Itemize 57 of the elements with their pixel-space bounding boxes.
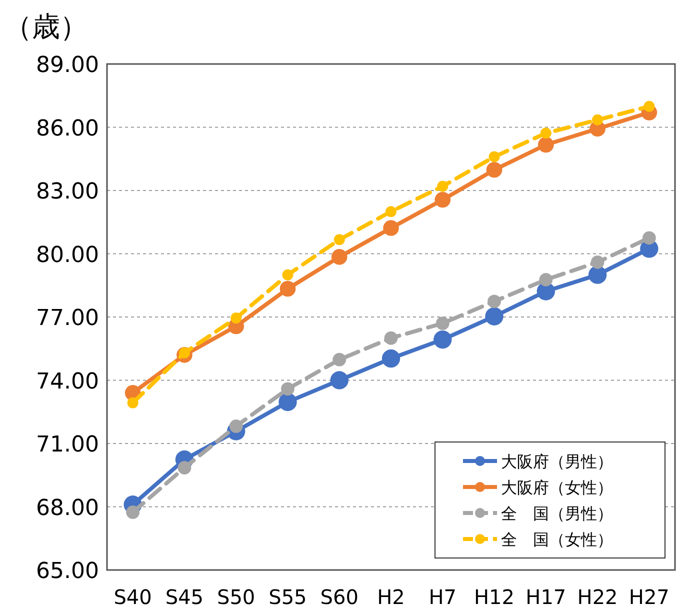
point — [488, 294, 501, 308]
point — [282, 269, 294, 280]
x-tick-label: S40 — [114, 585, 152, 609]
point — [334, 234, 345, 246]
y-tick-label: 71.00 — [36, 432, 99, 458]
point — [642, 231, 656, 245]
x-tick-label: H2 — [377, 585, 405, 609]
point — [540, 128, 552, 139]
point — [488, 151, 500, 162]
y-tick-label: 65.00 — [36, 559, 99, 584]
point — [538, 136, 554, 153]
point — [332, 352, 346, 366]
point — [588, 266, 607, 284]
point — [434, 192, 451, 208]
x-tick-label: H7 — [428, 585, 457, 609]
y-tick-label: 89.00 — [36, 53, 99, 78]
y-axis-title: （歳） — [4, 10, 88, 43]
legend-label: 大阪府（男性） — [501, 452, 613, 471]
y-tick-label: 77.00 — [36, 306, 99, 331]
x-tick-label: H22 — [577, 585, 618, 609]
y-tick-label: 68.00 — [36, 496, 99, 521]
point — [230, 312, 242, 324]
point — [127, 397, 138, 408]
y-tick-label: 74.00 — [36, 369, 99, 394]
point — [434, 330, 452, 349]
point — [592, 114, 604, 126]
x-tick-label: S50 — [217, 585, 256, 609]
point — [126, 506, 140, 519]
point — [386, 206, 396, 218]
point — [331, 249, 348, 265]
point — [485, 307, 504, 326]
x-tick-label: S45 — [165, 585, 204, 609]
y-tick-label: 83.00 — [36, 180, 99, 204]
point — [280, 280, 296, 297]
point — [383, 220, 399, 236]
point — [644, 100, 655, 112]
point — [281, 382, 294, 396]
legend-label: 全 国（男性） — [501, 504, 613, 523]
x-tick-label: S55 — [268, 585, 307, 609]
legend-label: 大阪府（女性） — [501, 478, 613, 497]
point — [384, 331, 398, 345]
point — [486, 162, 502, 178]
x-tick-label: H27 — [628, 585, 670, 609]
point — [590, 255, 604, 269]
point — [539, 272, 553, 286]
y-tick-label: 80.00 — [36, 242, 99, 268]
x-tick-label: H12 — [474, 585, 515, 609]
point — [436, 316, 450, 330]
point — [330, 371, 348, 390]
x-tick-label: S60 — [320, 585, 358, 609]
point — [278, 392, 297, 412]
point — [382, 349, 400, 368]
legend-label: 全 国（女性） — [501, 530, 613, 549]
point — [437, 180, 448, 192]
point — [178, 461, 192, 474]
y-tick-label: 86.00 — [36, 116, 99, 142]
x-tick-label: H17 — [526, 585, 566, 609]
